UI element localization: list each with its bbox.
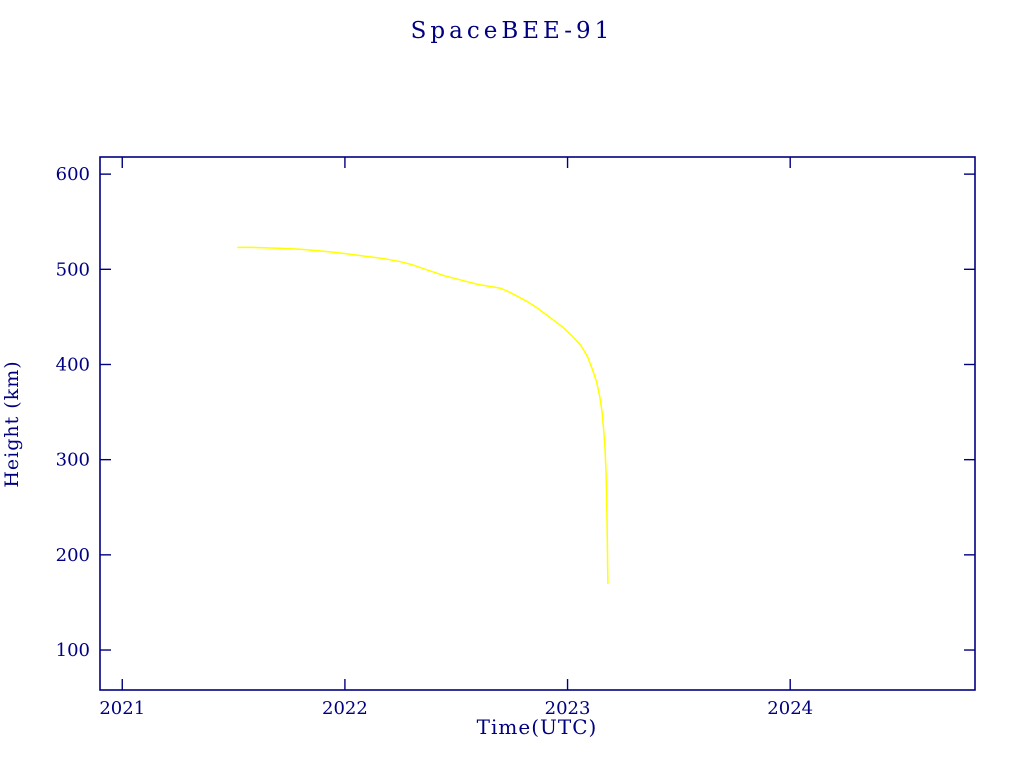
y-tick-label: 500 [56, 259, 90, 280]
x-tick-label: 2023 [545, 698, 591, 719]
plot-frame [99, 156, 976, 691]
y-tick-label: 600 [56, 164, 90, 185]
y-tick-label: 100 [56, 640, 90, 661]
axis-ticks [100, 157, 975, 690]
decay-line [237, 246, 609, 585]
y-tick-label: 200 [56, 545, 90, 566]
x-tick-label: 2024 [767, 698, 813, 719]
data-series [237, 246, 609, 585]
x-axis-label: Time(UTC) [477, 715, 598, 739]
y-axis-label: Height (km) [1, 360, 23, 487]
tick-labels: 2021 2022 2023 2024 100 200 300 400 500 600 [56, 164, 813, 719]
plot-border [99, 156, 976, 691]
chart-title: SpaceBEE-91 [411, 18, 614, 44]
y-tick-label: 300 [56, 450, 90, 471]
y-tick-label: 400 [56, 354, 90, 375]
x-tick-label: 2022 [322, 698, 368, 719]
x-tick-label: 2021 [99, 698, 145, 719]
